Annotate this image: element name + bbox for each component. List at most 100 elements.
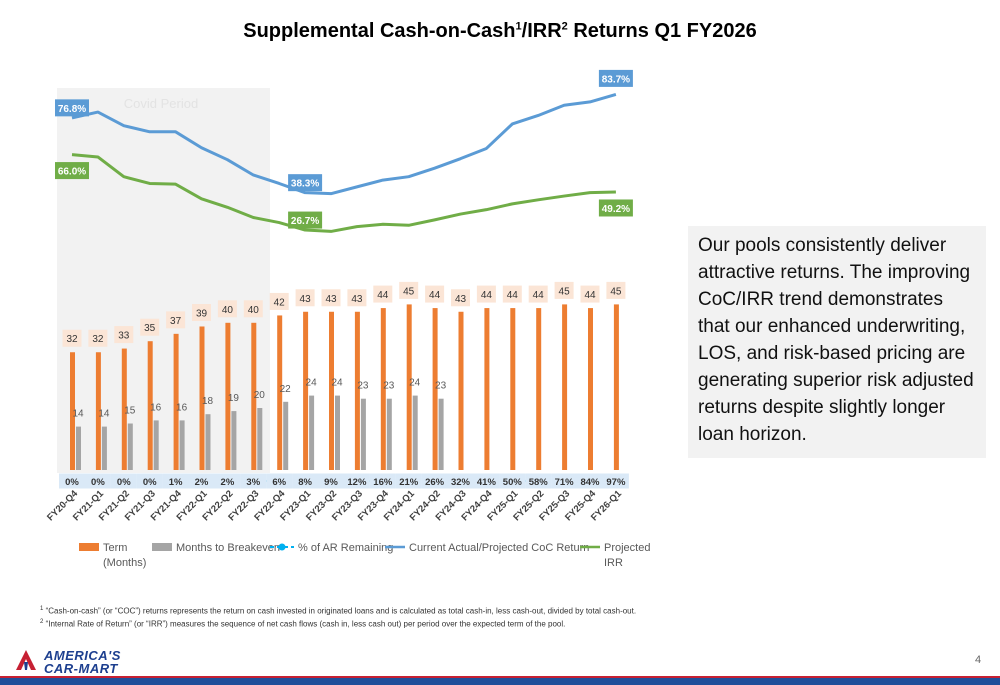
bar-term-FY24-Q2 (432, 308, 438, 470)
term-label-FY21-Q1: 32 (92, 334, 104, 345)
term-label-FY24-Q2-bg (425, 285, 445, 303)
bar-breakeven-FY21-Q2 (127, 423, 133, 470)
irr-label-mid: 26.7% (291, 216, 319, 227)
ar-label-FY23-Q1-bg (292, 473, 319, 489)
ar-label-FY22-Q4: 6% (272, 477, 286, 488)
cash-on-cash-chart: Covid Period 32 14 32 14 33 15 35 16 37 16 39 18 40 19… (45, 69, 650, 569)
ar-label-FY21-Q2-bg (110, 473, 137, 489)
coc-label-start: 76.8% (58, 104, 86, 115)
bar-term-FY23-Q2 (329, 311, 334, 470)
footnote-1: 1 “Cash-on-cash” (or “COC”) returns repr… (40, 606, 637, 616)
bar-breakeven-FY24-Q2 (438, 398, 444, 470)
term-label-FY23-Q1: 43 (300, 294, 312, 305)
term-label-FY25-Q2-bg (528, 285, 548, 303)
bar-breakeven-FY23-Q4 (386, 398, 392, 470)
ar-label-FY22-Q2-bg (214, 473, 241, 489)
bar-term-FY26-Q1 (613, 304, 619, 470)
coc-label-mid-bg (288, 174, 323, 192)
bar-term-FY21-Q3 (147, 341, 153, 470)
bar-term-FY22-Q3 (251, 322, 257, 470)
term-label-FY23-Q3-bg (347, 289, 367, 307)
breakeven-label-FY22-Q2: 19 (228, 393, 240, 404)
bar-term-FY23-Q1 (303, 311, 309, 470)
breakeven-label-FY21-Q1: 14 (98, 409, 110, 420)
breakeven-label-FY21-Q2: 15 (124, 406, 136, 417)
ar-label-FY23-Q3: 12% (347, 477, 367, 488)
term-label-FY24-Q3-bg (451, 289, 470, 307)
term-label-FY21-Q1-bg (88, 329, 108, 347)
legend-swatch-0 (79, 543, 99, 551)
ar-label-FY25-Q1: 50% (503, 477, 523, 488)
term-label-FY22-Q2: 40 (222, 305, 234, 316)
ar-label-FY25-Q1-bg (499, 473, 526, 489)
ar-label-FY22-Q1: 2% (195, 477, 209, 488)
ar-label-FY24-Q2: 26% (425, 477, 445, 488)
bar-term-FY21-Q2 (121, 348, 127, 470)
bar-term-FY25-Q1 (510, 308, 516, 470)
bar-breakeven-FY22-Q2 (231, 411, 237, 470)
bar-term-FY25-Q2 (536, 308, 542, 470)
bar-breakeven-FY20-Q4 (76, 426, 81, 470)
ar-label-FY24-Q3: 32% (451, 477, 471, 488)
term-label-FY24-Q3: 43 (455, 294, 467, 305)
term-label-FY24-Q1: 45 (403, 286, 415, 297)
bar-term-FY25-Q4 (588, 308, 593, 470)
irr-label-start-bg (55, 162, 89, 180)
callout-text: Our pools consistently deliver attractiv… (688, 226, 986, 458)
term-label-FY23-Q2-bg (321, 289, 341, 307)
legend-swatch-1 (152, 543, 172, 551)
ar-label-FY23-Q2: 9% (324, 477, 338, 488)
bar-breakeven-FY23-Q2 (335, 395, 340, 470)
term-label-FY25-Q2: 44 (533, 290, 545, 301)
bar-term-FY22-Q1 (199, 326, 205, 470)
irr-label-end: 49.2% (602, 204, 630, 215)
term-label-FY22-Q1: 39 (196, 308, 208, 319)
breakeven-label-FY22-Q4: 22 (280, 384, 292, 395)
ar-label-FY24-Q4-bg (473, 473, 500, 489)
term-label-FY24-Q4: 44 (481, 290, 493, 301)
coc-label-start-bg (55, 99, 89, 117)
ar-label-FY22-Q3-bg (240, 473, 267, 489)
legend-label-2: % of AR Remaining (298, 542, 393, 554)
bar-term-FY25-Q3 (562, 304, 568, 470)
term-label-FY25-Q3-bg (554, 281, 574, 299)
term-label-FY20-Q4-bg (62, 329, 82, 347)
bar-breakeven-FY23-Q3 (360, 398, 366, 470)
bar-term-FY21-Q1 (95, 352, 101, 470)
ar-label-FY21-Q3: 0% (143, 477, 157, 488)
term-label-FY23-Q2: 43 (325, 294, 337, 305)
covid-period-label: Covid Period (124, 96, 198, 111)
breakeven-label-FY22-Q1: 18 (202, 396, 214, 407)
footnotes: 1 “Cash-on-cash” (or “COC”) returns repr… (40, 604, 636, 629)
legend-label-4: Projected IRR (604, 542, 650, 569)
term-label-FY24-Q1-bg (399, 281, 419, 299)
term-label-FY23-Q4-bg (373, 285, 393, 303)
bar-term-FY24-Q3 (458, 311, 464, 470)
bar-breakeven-FY22-Q1 (205, 414, 211, 470)
term-label-FY21-Q2-bg (114, 326, 134, 344)
term-label-FY25-Q4: 44 (584, 290, 596, 301)
legend-label-1: Months to Breakeven (176, 542, 280, 554)
term-label-FY24-Q4-bg (476, 285, 496, 303)
ar-label-FY24-Q1: 21% (399, 477, 419, 488)
car-mart-logo-icon (16, 650, 36, 670)
breakeven-label-FY24-Q2: 23 (435, 381, 447, 392)
bar-breakeven-FY22-Q3 (257, 408, 263, 470)
bar-breakeven-FY24-Q1 (412, 395, 418, 470)
term-label-FY25-Q3: 45 (559, 286, 571, 297)
term-label-FY22-Q1-bg (192, 303, 211, 321)
irr-label-end-bg (598, 199, 633, 217)
bar-breakeven-FY21-Q1 (101, 426, 107, 470)
bar-term-FY23-Q3 (354, 311, 360, 470)
breakeven-label-FY20-Q4: 14 (72, 409, 84, 420)
legend-marker-2 (278, 543, 286, 551)
breakeven-label-FY22-Q3: 20 (254, 390, 266, 401)
ar-label-FY26-Q1-bg (602, 473, 629, 489)
legend-label-3: Current Actual/Projected CoC Return (409, 542, 589, 554)
term-label-FY23-Q3: 43 (351, 294, 363, 305)
coc-return-line (71, 92, 617, 196)
breakeven-label-FY23-Q2: 24 (331, 378, 343, 389)
ar-label-FY20-Q4-bg (59, 473, 85, 489)
term-label-FY21-Q4-bg (166, 311, 186, 329)
term-label-FY26-Q1-bg (606, 281, 626, 299)
